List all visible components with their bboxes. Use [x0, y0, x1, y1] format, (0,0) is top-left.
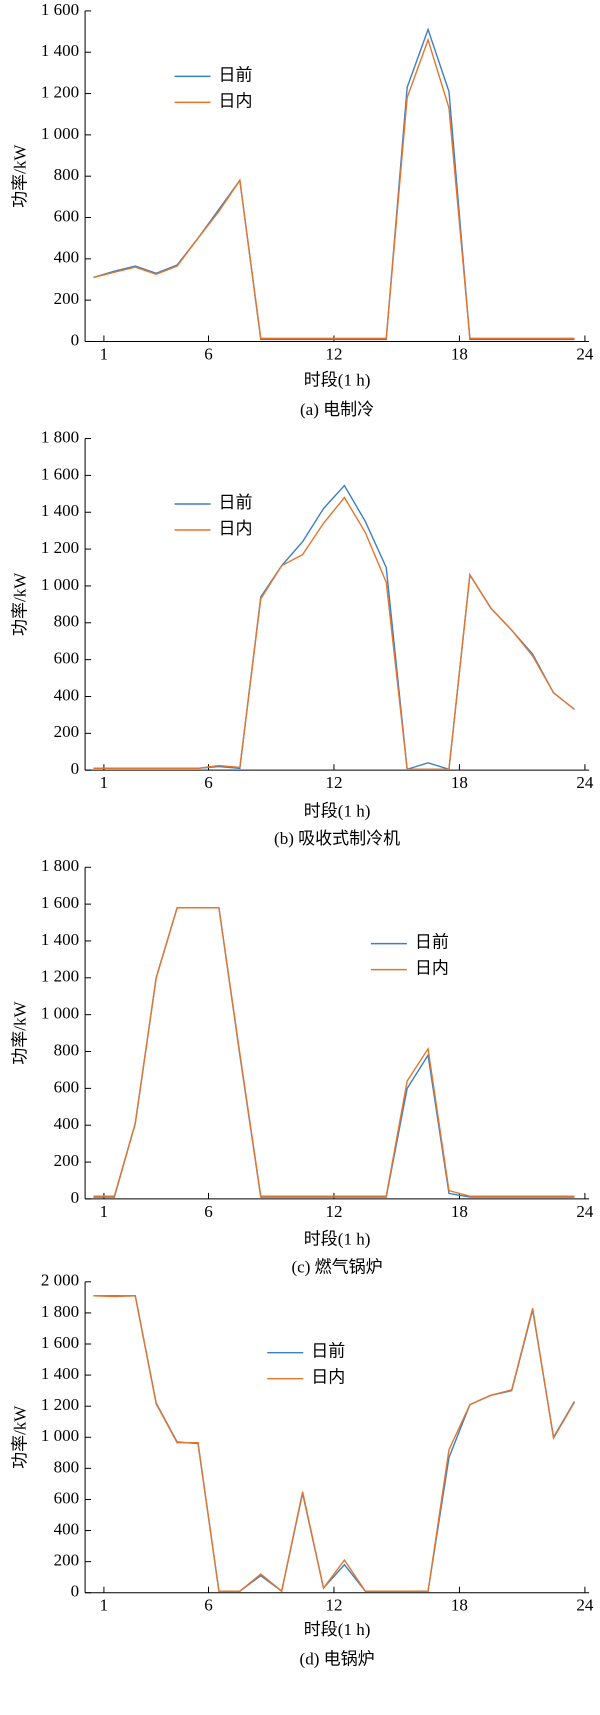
y-axis-label: 功率/kW [11, 144, 30, 208]
series-line [93, 907, 575, 1197]
y-tick-label: 600 [54, 649, 80, 668]
subplot: 0 200 400 600 800 1 000 1 200 1 400 1 600 1 6 12 18 2… [11, 0, 594, 419]
y-tick-label: 400 [54, 1114, 80, 1133]
y-tick-label: 0 [71, 759, 80, 778]
legend-label: 日内 [219, 519, 253, 538]
x-tick-label: 6 [204, 1202, 213, 1221]
y-tick-label: 1 800 [41, 427, 79, 446]
x-tick-label: 12 [325, 773, 342, 792]
y-tick-label: 1 600 [41, 893, 79, 912]
x-tick-label: 24 [576, 1596, 594, 1615]
x-tick-label: 6 [204, 344, 213, 363]
y-tick-label: 1 200 [41, 82, 79, 101]
x-tick-label: 1 [100, 1202, 109, 1221]
x-tick-label: 18 [451, 1596, 468, 1615]
caption: (b) 吸收式制冷机 [274, 829, 400, 848]
caption: (c) 燃气锅炉 [292, 1258, 383, 1277]
series-line [93, 1295, 576, 1593]
y-tick-label: 0 [71, 330, 80, 349]
y-axis-label: 功率/kW [11, 572, 30, 636]
y-axis-label: 功率/kW [11, 1405, 30, 1469]
y-tick-label: 0 [71, 1188, 80, 1207]
y-tick-label: 1 400 [41, 501, 79, 520]
x-tick-label: 24 [576, 773, 594, 792]
y-tick-label: 600 [54, 1077, 80, 1096]
x-tick-label: 12 [325, 344, 342, 363]
y-tick-label: 1 800 [41, 1302, 79, 1321]
y-tick-label: 1 600 [41, 1333, 79, 1352]
legend-label: 日内 [219, 91, 253, 110]
x-tick-label: 18 [451, 1202, 468, 1221]
y-tick-label: 1 000 [41, 124, 79, 143]
y-tick-label: 1 600 [41, 0, 79, 19]
y-tick-label: 200 [54, 1551, 80, 1570]
series-line [93, 496, 575, 770]
y-tick-label: 600 [54, 1488, 80, 1507]
y-tick-label: 1 000 [41, 1004, 79, 1023]
legend-label: 日内 [311, 1368, 345, 1387]
x-axis-label: 时段(1 h) [304, 802, 371, 821]
x-tick-label: 12 [325, 1596, 342, 1615]
y-tick-label: 800 [54, 1457, 80, 1476]
legend-label: 日前 [219, 493, 253, 512]
y-tick-label: 1 400 [41, 1364, 79, 1383]
subplot: 0 200 400 600 800 1 000 1 200 1 400 1 600 1 800 2 … [11, 1271, 594, 1669]
subplot: 0 200 400 600 800 1 000 1 200 1 400 1 600 1 800 1 6… [11, 856, 594, 1276]
x-tick-label: 18 [451, 773, 468, 792]
x-tick-label: 6 [204, 773, 213, 792]
legend-label: 日内 [415, 959, 449, 978]
y-tick-label: 600 [54, 206, 80, 225]
y-tick-label: 800 [54, 165, 80, 184]
x-axis-label: 时段(1 h) [304, 1229, 371, 1248]
y-tick-label: 800 [54, 1040, 80, 1059]
y-tick-label: 200 [54, 289, 80, 308]
y-tick-label: 1 600 [41, 464, 79, 483]
y-tick-label: 1 400 [41, 41, 79, 60]
y-tick-label: 400 [54, 248, 80, 267]
y-tick-label: 1 000 [41, 1426, 79, 1445]
subplot: 0 200 400 600 800 1 000 1 200 1 400 1 600 1 800 1 6… [11, 427, 594, 847]
x-tick-label: 18 [451, 344, 468, 363]
x-tick-label: 1 [100, 773, 109, 792]
series-line [93, 27, 575, 341]
y-tick-label: 1 400 [41, 930, 79, 949]
y-tick-label: 400 [54, 1519, 80, 1538]
x-tick-label: 24 [576, 1202, 594, 1221]
x-tick-label: 12 [325, 1202, 342, 1221]
y-tick-label: 1 200 [41, 1395, 79, 1414]
x-tick-label: 1 [100, 344, 109, 363]
x-tick-label: 1 [100, 1596, 109, 1615]
y-tick-label: 1 800 [41, 856, 79, 875]
caption: (a) 电制冷 [300, 400, 374, 419]
series-line [93, 1295, 576, 1593]
y-tick-label: 1 000 [41, 575, 79, 594]
x-axis-label: 时段(1 h) [304, 371, 371, 390]
y-tick-label: 1 200 [41, 967, 79, 986]
x-tick-label: 6 [204, 1596, 213, 1615]
legend-label: 日前 [219, 65, 253, 84]
y-tick-label: 400 [54, 685, 80, 704]
y-tick-label: 0 [71, 1582, 80, 1601]
x-tick-label: 24 [576, 344, 594, 363]
y-tick-label: 200 [54, 1151, 80, 1170]
legend-label: 日前 [415, 933, 449, 952]
y-tick-label: 1 200 [41, 538, 79, 557]
legend-label: 日前 [311, 1342, 345, 1361]
series-line [93, 907, 575, 1198]
caption: (d) 电锅炉 [300, 1649, 375, 1668]
series-line [93, 37, 575, 340]
y-tick-label: 2 000 [41, 1271, 79, 1290]
y-tick-label: 200 [54, 722, 80, 741]
y-tick-label: 800 [54, 612, 80, 631]
x-axis-label: 时段(1 h) [304, 1620, 371, 1639]
series-line [93, 484, 575, 771]
y-axis-label: 功率/kW [11, 1001, 30, 1065]
